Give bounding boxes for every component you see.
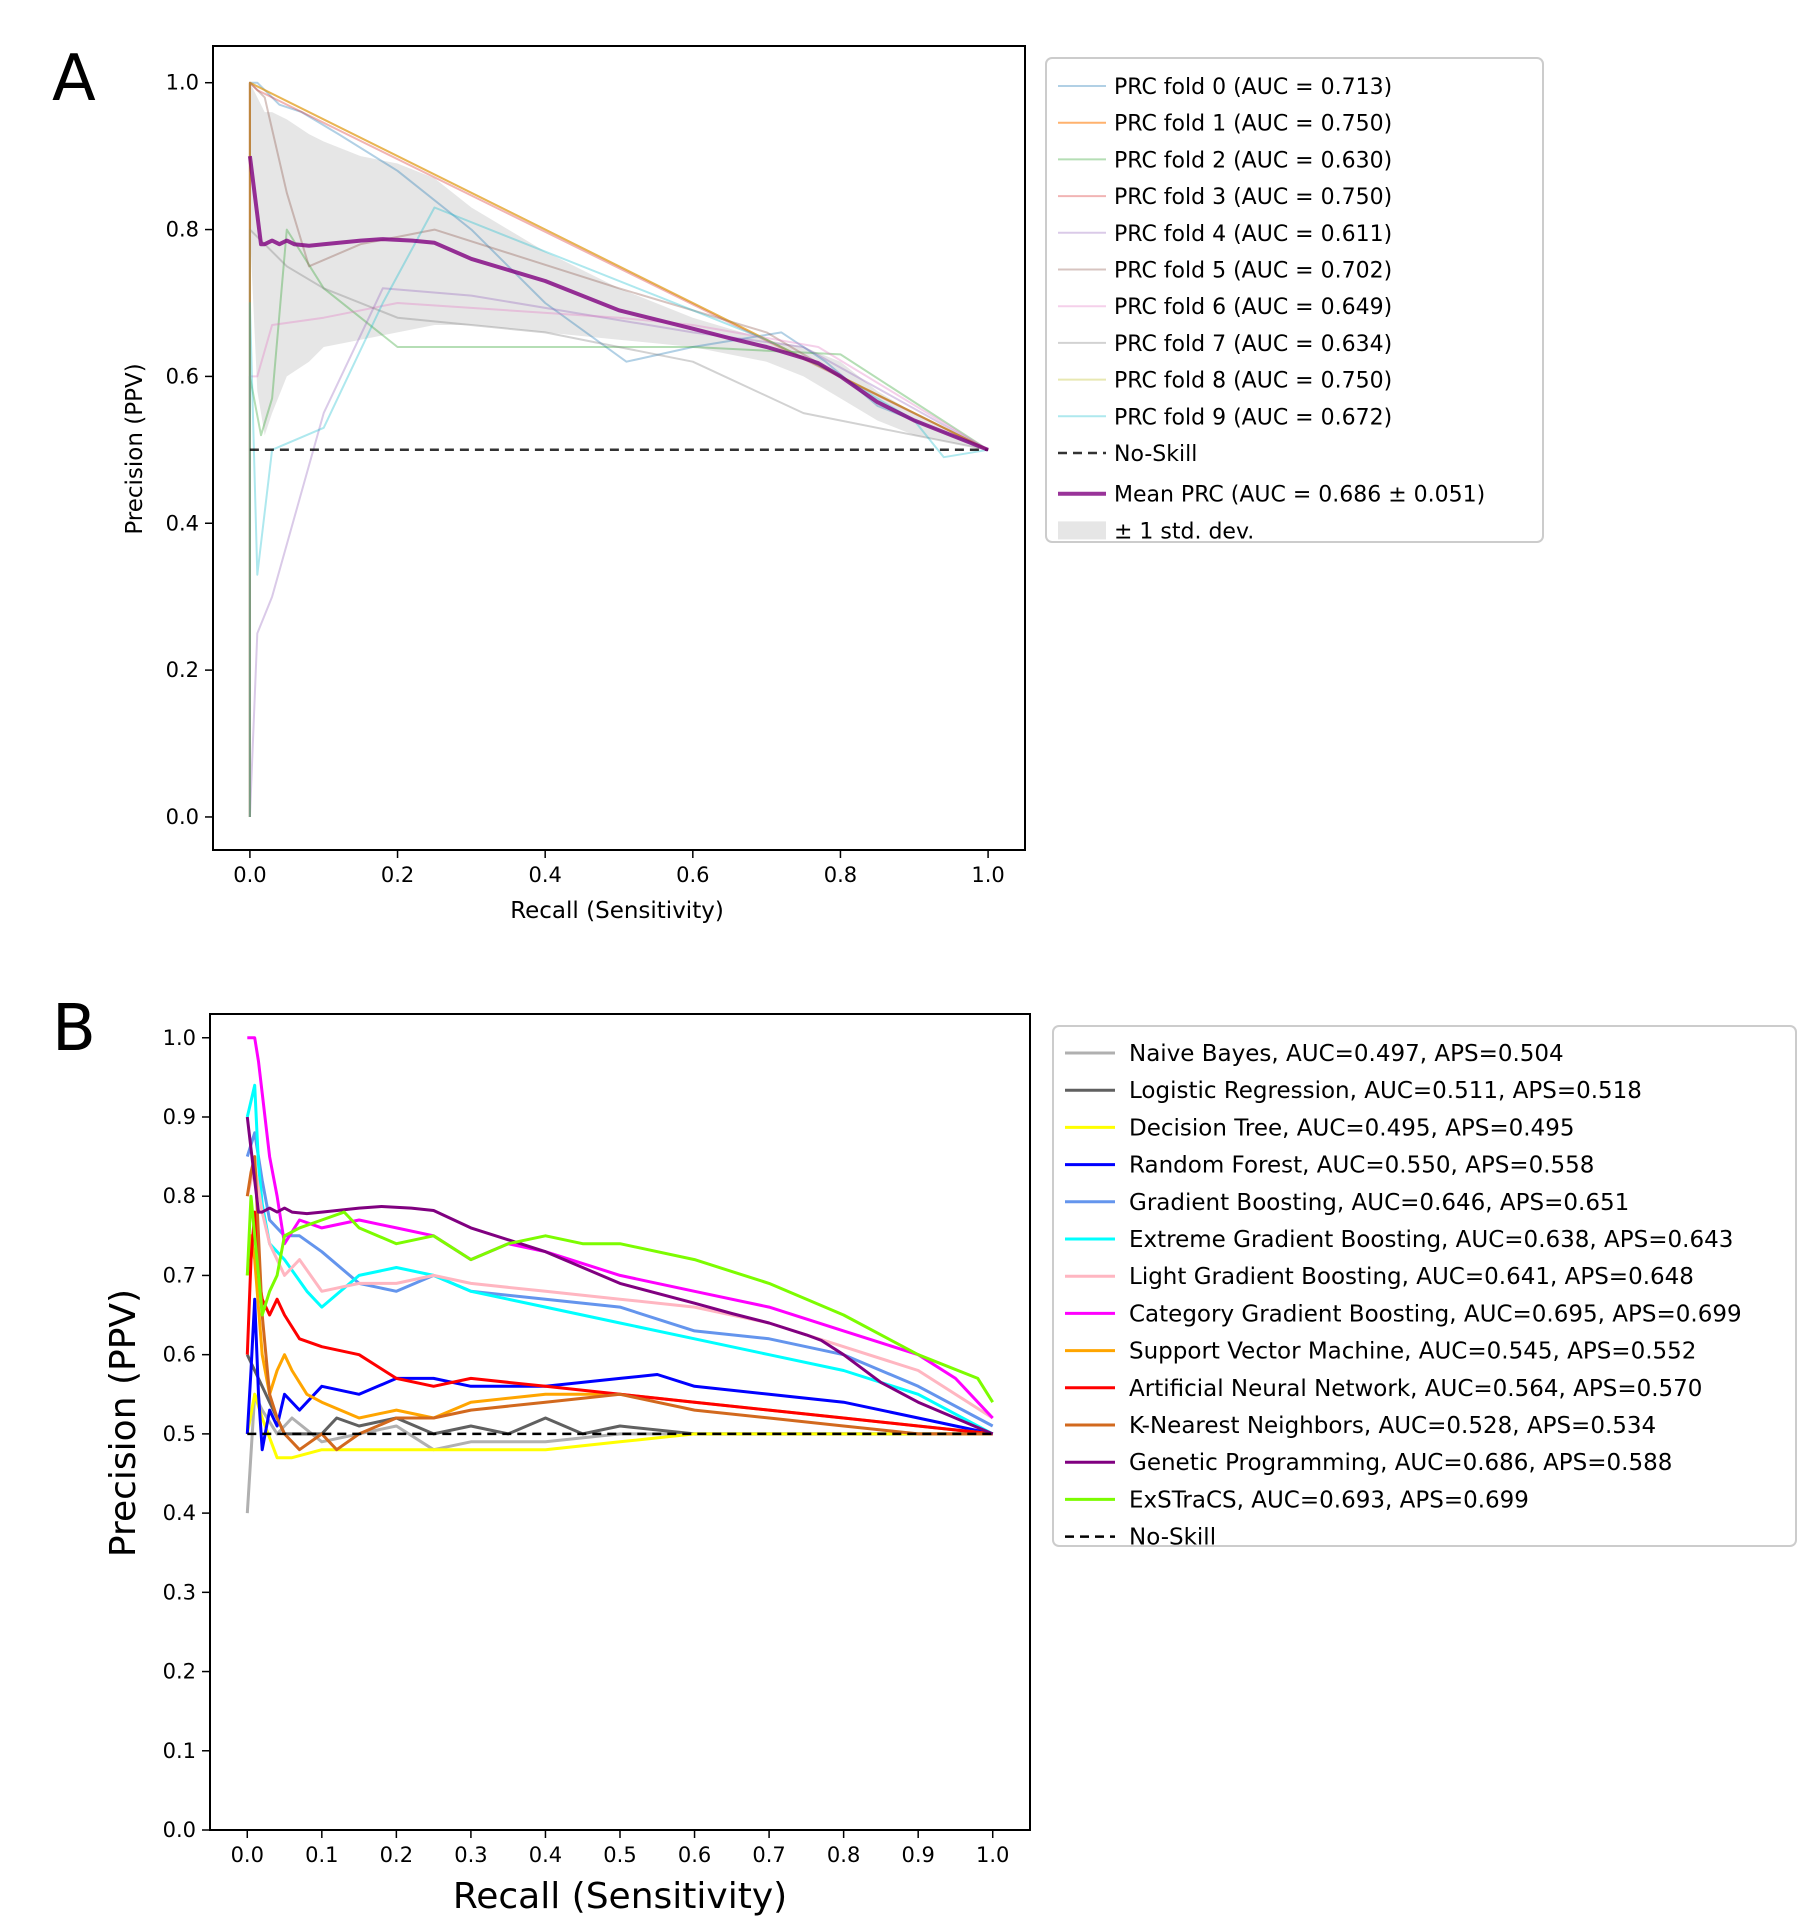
panel-b-label: B [52, 992, 96, 1066]
legend-label-no-skill: No-Skill [1129, 1525, 1216, 1551]
legend-label-decision-tree-auc-0-495-aps-0-495: Decision Tree, AUC=0.495, APS=0.495 [1129, 1115, 1574, 1141]
panel-b-legend-frame [1052, 1025, 1797, 1547]
y-tick-label: 0.4 [166, 511, 199, 535]
y-tick-label: 1.0 [163, 1026, 196, 1050]
panel-a-y-axis-title: Precision (PPV) [122, 363, 148, 534]
legend-label-k-nearest-neighbors-auc-0-528-aps-0-534: K-Nearest Neighbors, AUC=0.528, APS=0.53… [1129, 1413, 1656, 1439]
x-tick-label: 0.7 [752, 1843, 785, 1867]
y-tick-label: 0.6 [163, 1343, 196, 1367]
panel-b-x-axis: 0.0 0.1 0.2 0.3 0.4 0.5 0.6 0.7 0.8 0.9 1.0 [231, 1830, 1009, 1867]
panel-b: B 0.0 0.1 0.2 0.3 0.4 0.5 0.6 0.7 0.8 0.9 1.0 0.00… [52, 992, 1797, 1917]
x-tick-label: 0.5 [603, 1843, 636, 1867]
legend-label-no-skill: No-Skill [1114, 442, 1197, 467]
panel-a-legend-frame [1045, 57, 1544, 543]
panel-b-y-axis: 0.0 0.1 0.2 0.3 0.4 0.5 0.6 0.7 0.8 0.9 1.0 [163, 1026, 210, 1842]
y-tick-label: 0.6 [166, 364, 199, 388]
legend-label-prc-fold-3-auc-0-750: PRC fold 3 (AUC = 0.750) [1114, 185, 1392, 210]
panel-a-y-axis: 0.0 0.2 0.4 0.6 0.8 1.0 [166, 71, 213, 829]
y-tick-label: 0.8 [166, 218, 199, 242]
series-line-prc-fold-6-auc-0-649 [248, 302, 989, 817]
legend-label-random-forest-auc-0-550-aps-0-558: Random Forest, AUC=0.550, APS=0.558 [1129, 1153, 1594, 1179]
series-line-category-gradient-boosting-auc-0-695-aps [247, 1036, 994, 1420]
legend-label-prc-fold-6-auc-0-649: PRC fold 6 (AUC = 0.649) [1114, 295, 1392, 320]
legend-label-prc-fold-4-auc-0-611: PRC fold 4 (AUC = 0.611) [1114, 222, 1392, 247]
x-tick-label: 0.0 [231, 1843, 264, 1867]
y-tick-label: 0.4 [163, 1501, 196, 1525]
series-line-prc-fold-8-auc-0-750 [248, 81, 989, 817]
legend-label-extreme-gradient-boosting-auc-0-638-aps-: Extreme Gradient Boosting, AUC=0.638, AP… [1129, 1227, 1733, 1253]
panel-b-x-axis-title: Recall (Sensitivity) [453, 1876, 787, 1917]
legend-label-logistic-regression-auc-0-511-aps-0-518: Logistic Regression, AUC=0.511, APS=0.51… [1129, 1078, 1642, 1104]
y-tick-label: 1.0 [166, 71, 199, 95]
legend-label-exstracs-auc-0-693-aps-0-699: ExSTraCS, AUC=0.693, APS=0.699 [1129, 1487, 1529, 1513]
series-line-prc-fold-5-auc-0-702 [248, 81, 989, 817]
panel-a-legend: PRC fold 0 (AUC = 0.713) PRC fold 1 (AUC … [1045, 57, 1544, 544]
x-tick-label: 0.2 [381, 863, 414, 887]
legend-label-prc-fold-8-auc-0-750: PRC fold 8 (AUC = 0.750) [1114, 369, 1392, 394]
legend-label-prc-fold-9-auc-0-672: PRC fold 9 (AUC = 0.672) [1114, 405, 1392, 430]
y-tick-label: 0.3 [163, 1580, 196, 1604]
legend-label-light-gradient-boosting-auc-0-641-aps-0-: Light Gradient Boosting, AUC=0.641, APS=… [1129, 1264, 1694, 1290]
x-tick-label: 0.0 [233, 863, 266, 887]
x-tick-label: 0.6 [678, 1843, 711, 1867]
legend-label-prc-fold-1-auc-0-750: PRC fold 1 (AUC = 0.750) [1114, 112, 1392, 137]
y-tick-label: 0.5 [163, 1422, 196, 1446]
panel-b-plot-frame [209, 1013, 1031, 1831]
x-tick-label: 0.6 [676, 863, 709, 887]
legend-label-prc-fold-5-auc-0-702: PRC fold 5 (AUC = 0.702) [1114, 259, 1392, 284]
panel-a-plot-area [247, 81, 989, 818]
panel-a: A 0.0 0.2 0.4 0.6 0.8 1.0 0.00.20.40.60.81.0 … [52, 42, 1544, 924]
legend-label-support-vector-machine-auc-0-545-aps-0-5: Support Vector Machine, AUC=0.545, APS=0… [1129, 1339, 1696, 1365]
panel-b-y-axis-title: Precision (PPV) [103, 1289, 144, 1557]
series-line-random-forest-auc-0-550-aps-0-558 [245, 1297, 994, 1452]
panel-b-legend: Naive Bayes, AUC=0.497, APS=0.504 Logisti… [1052, 1025, 1797, 1551]
x-tick-label: 0.8 [827, 1843, 860, 1867]
legend-label-mean-prc-auc-0-686-0-051: Mean PRC (AUC = 0.686 ± 0.051) [1114, 483, 1485, 508]
legend-label-genetic-programming-auc-0-686-aps-0-588: Genetic Programming, AUC=0.686, APS=0.58… [1129, 1450, 1672, 1476]
series-line-prc-fold-1-auc-0-750 [248, 81, 989, 817]
panel-a-plot-frame [212, 45, 1026, 851]
legend-label-artificial-neural-network-auc-0-564-aps-: Artificial Neural Network, AUC=0.564, AP… [1129, 1376, 1702, 1402]
series-line-genetic-programming-auc-0-686-aps-0-588 [245, 1116, 994, 1436]
x-tick-label: 0.4 [529, 1843, 562, 1867]
series-line-exstracs-auc-0-693-aps-0-699 [245, 1194, 994, 1403]
legend-swatch-std-dev [1058, 521, 1106, 540]
legend-label-prc-fold-2-auc-0-630: PRC fold 2 (AUC = 0.630) [1114, 148, 1392, 173]
legend-label-naive-bayes-auc-0-497-aps-0-504: Naive Bayes, AUC=0.497, APS=0.504 [1129, 1041, 1564, 1067]
x-tick-label: 0.3 [454, 1843, 487, 1867]
x-tick-label: 0.4 [528, 863, 561, 887]
y-tick-label: 0.2 [163, 1660, 196, 1684]
panel-a-x-axis-title: Recall (Sensitivity) [510, 898, 724, 924]
panel-b-plot-area [245, 1036, 994, 1514]
x-tick-label: 0.2 [380, 1843, 413, 1867]
panel-a-x-axis: 0.0 0.2 0.4 0.6 0.8 1.0 [233, 850, 1005, 887]
y-tick-label: 0.0 [166, 805, 199, 829]
y-tick-label: 0.1 [163, 1739, 196, 1763]
series-line-prc-fold-2-auc-0-630 [248, 228, 989, 817]
y-tick-label: 0.2 [166, 658, 199, 682]
y-tick-label: 0.7 [163, 1263, 196, 1287]
legend-label-prc-fold-7-auc-0-634: PRC fold 7 (AUC = 0.634) [1114, 332, 1392, 357]
series-line-gradient-boosting-auc-0-646-aps-0-651 [245, 1131, 994, 1428]
legend-label-gradient-boosting-auc-0-646-aps-0-651: Gradient Boosting, AUC=0.646, APS=0.651 [1129, 1190, 1629, 1216]
y-tick-label: 0.9 [163, 1105, 196, 1129]
x-tick-label: 1.0 [976, 1843, 1009, 1867]
series-line-mean-prc-auc-0-686-0-051 [247, 155, 989, 452]
series-line-k-nearest-neighbors-auc-0-528-aps-0-534 [245, 1155, 993, 1452]
legend-label-prc-fold-0-auc-0-713: PRC fold 0 (AUC = 0.713) [1114, 75, 1392, 100]
y-tick-label: 0.8 [163, 1184, 196, 1208]
series-line-prc-fold-4-auc-0-611 [248, 287, 989, 818]
x-tick-label: 0.1 [305, 1843, 338, 1867]
x-tick-label: 1.0 [971, 863, 1004, 887]
x-tick-label: 0.8 [824, 863, 857, 887]
panel-a-label: A [52, 42, 96, 116]
y-tick-label: 0.0 [163, 1818, 196, 1842]
x-tick-label: 0.9 [901, 1843, 934, 1867]
legend-label-category-gradient-boosting-auc-0-695-aps: Category Gradient Boosting, AUC=0.695, A… [1129, 1301, 1742, 1327]
legend-label-std-dev: ± 1 std. dev. [1114, 519, 1254, 544]
